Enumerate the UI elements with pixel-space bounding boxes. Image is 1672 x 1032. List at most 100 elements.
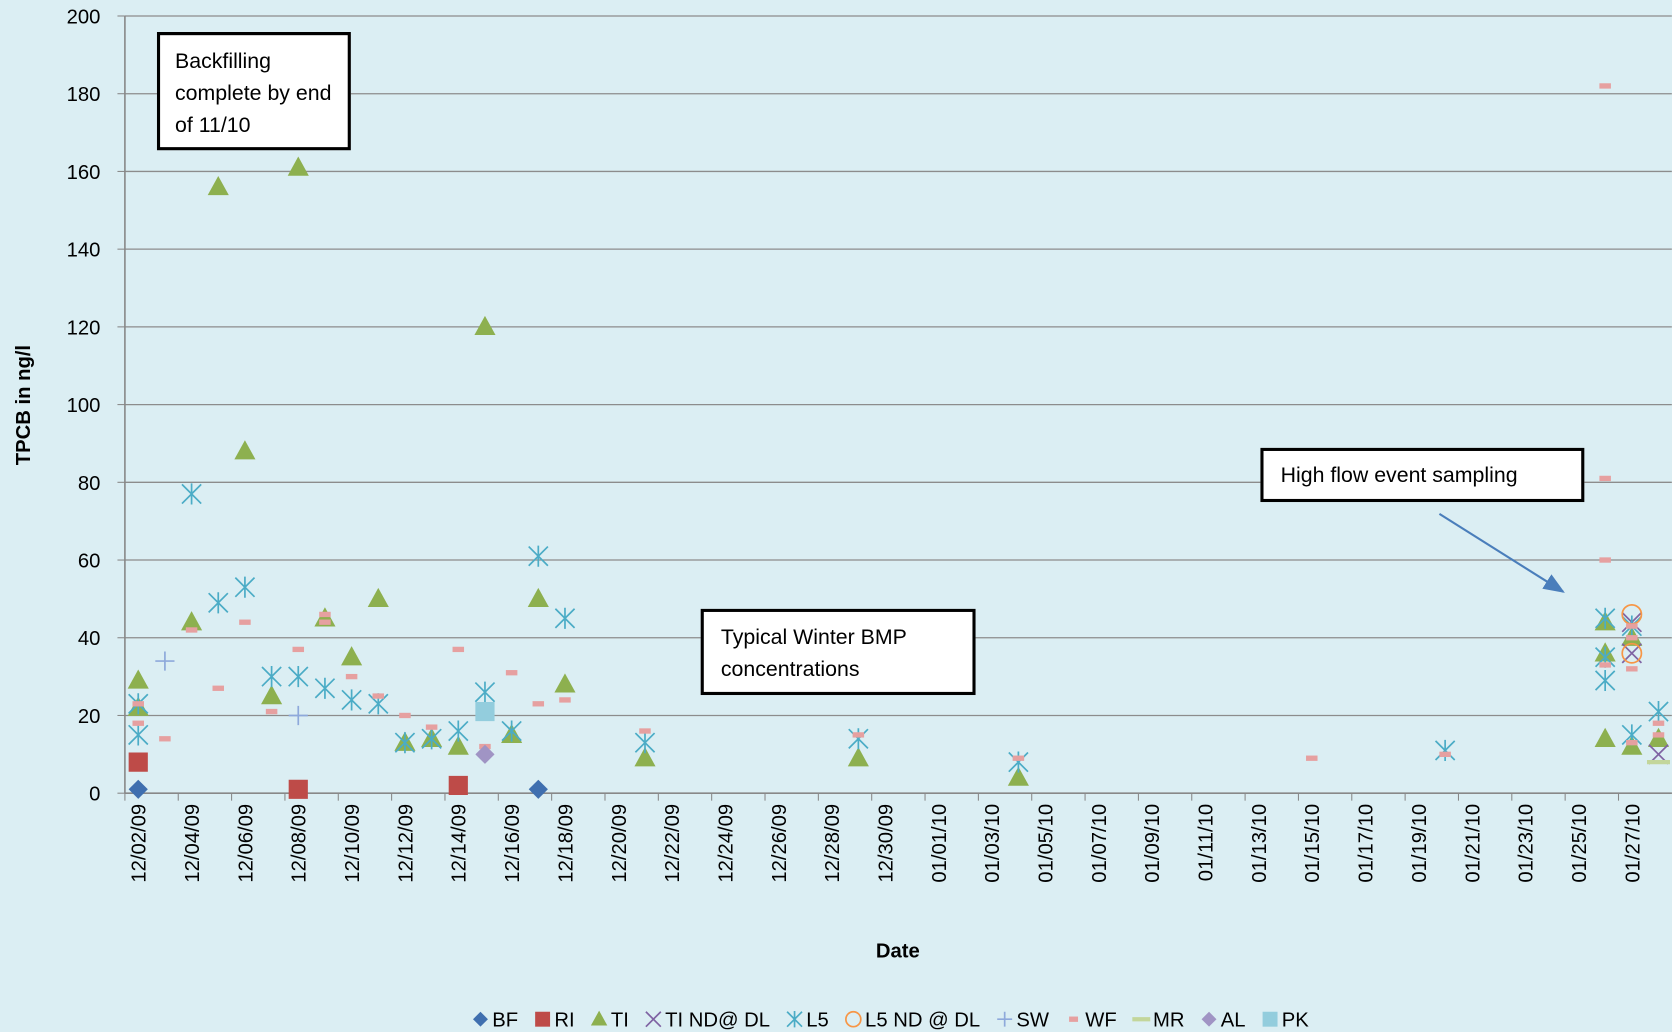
annotation: Typical Winter BMP concentrations — [700, 608, 976, 696]
point — [155, 651, 175, 671]
x-tick-label: 01/09/10 — [1142, 804, 1164, 883]
point — [128, 724, 149, 746]
legend-label: RI — [554, 1010, 574, 1032]
legend-item: PK — [1262, 1010, 1309, 1032]
point — [634, 747, 656, 767]
x-tick-label: 12/30/09 — [875, 804, 897, 883]
x-tick-label: 12/10/09 — [342, 804, 364, 883]
legend-label: L5 — [806, 1010, 829, 1032]
point — [532, 701, 545, 707]
legend-label: AL — [1221, 1010, 1246, 1032]
x-tick-label: 12/26/09 — [769, 804, 791, 883]
point — [554, 607, 576, 629]
point — [1652, 732, 1665, 738]
y-tick-label: 180 — [67, 84, 101, 106]
point — [474, 681, 496, 703]
legend-label: L5 ND @ DL — [865, 1010, 980, 1032]
point — [127, 669, 149, 689]
point — [394, 732, 416, 754]
y-tick-label: 0 — [89, 784, 100, 806]
x-tick-label: 01/03/10 — [982, 804, 1004, 883]
points — [127, 83, 1671, 799]
point — [448, 720, 469, 742]
legend-marker — [1201, 1011, 1217, 1027]
point — [421, 728, 442, 750]
point — [847, 747, 869, 767]
point — [475, 701, 495, 722]
legend-label: TI — [611, 1010, 629, 1032]
point — [448, 775, 468, 796]
y-axis-title: TPCB in ng/l — [13, 345, 35, 465]
point — [852, 732, 865, 738]
point — [528, 545, 549, 567]
x-tick-label: 12/14/09 — [449, 804, 471, 883]
point — [1599, 83, 1611, 89]
point — [132, 701, 144, 707]
point — [559, 697, 571, 703]
legend-marker — [535, 1011, 551, 1027]
point — [185, 627, 198, 633]
point — [181, 483, 202, 505]
legend-item: RI — [535, 1010, 575, 1032]
legend-label: MR — [1153, 1010, 1185, 1032]
point — [1626, 623, 1638, 629]
point — [1599, 557, 1611, 563]
point — [1594, 727, 1616, 747]
x-tick-label: 12/22/09 — [662, 804, 684, 883]
legend-marker — [473, 1011, 488, 1027]
legend-label: TI ND@ DL — [665, 1010, 770, 1032]
point — [1621, 642, 1643, 664]
y-tick-label: 20 — [78, 706, 101, 728]
point — [288, 779, 308, 799]
x-tick-label: 12/06/09 — [235, 804, 257, 883]
legend-label: WF — [1085, 1010, 1116, 1032]
point — [1626, 635, 1638, 641]
x-tick-label: 01/27/10 — [1622, 804, 1644, 883]
point — [399, 712, 411, 719]
legend-item: AL — [1201, 1010, 1246, 1032]
point — [1599, 662, 1611, 668]
point — [501, 720, 522, 742]
legend-marker — [997, 1011, 1013, 1027]
point — [159, 736, 171, 742]
point — [319, 619, 331, 625]
x-tick-label: 12/20/09 — [609, 804, 631, 883]
legend-marker — [1069, 1016, 1079, 1022]
point — [1648, 701, 1669, 723]
y-tick-label: 160 — [67, 162, 101, 184]
point — [1434, 739, 1456, 761]
point — [288, 705, 308, 726]
point — [528, 779, 548, 799]
annotation: High flow event sampling — [1260, 447, 1585, 503]
x-tick-label: 01/25/10 — [1569, 804, 1591, 883]
point — [208, 592, 229, 614]
legend-marker — [645, 1011, 662, 1028]
legend-label: BF — [492, 1010, 518, 1032]
point — [181, 611, 203, 631]
point — [1626, 740, 1638, 746]
legend-marker — [1132, 1017, 1151, 1022]
point — [234, 576, 256, 598]
point — [1594, 607, 1616, 629]
y-tick-label: 140 — [67, 240, 101, 262]
legend-label: SW — [1016, 1010, 1050, 1032]
point — [341, 689, 362, 711]
legend-item: L5 — [786, 1010, 829, 1032]
point — [292, 646, 305, 653]
x-tick-label: 12/02/09 — [129, 804, 151, 883]
point — [341, 646, 363, 666]
point — [265, 708, 278, 715]
point — [1652, 720, 1665, 726]
point — [452, 646, 465, 653]
point — [288, 666, 309, 688]
point — [505, 670, 518, 676]
annotation-box: Typical Winter BMP concentrations — [700, 608, 976, 696]
x-tick-label: 12/08/09 — [289, 804, 311, 883]
x-axis-title: Date — [876, 940, 920, 962]
point — [212, 685, 225, 691]
point — [239, 619, 251, 625]
legend-item: MR — [1132, 1010, 1185, 1032]
point — [639, 728, 651, 734]
